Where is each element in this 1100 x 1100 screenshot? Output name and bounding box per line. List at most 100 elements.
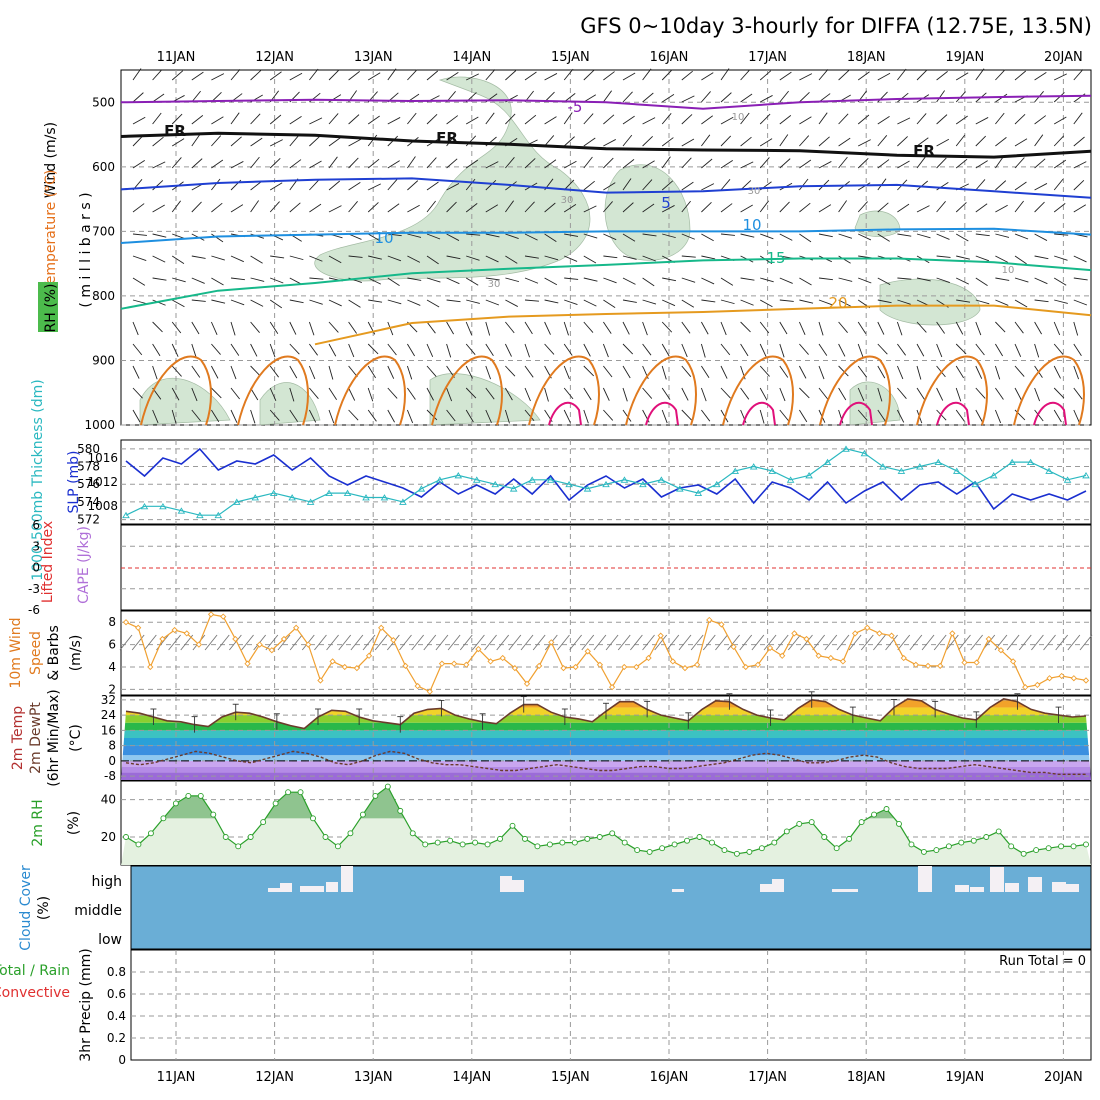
wind-barb	[622, 321, 630, 335]
wind-barb	[779, 299, 794, 302]
wind-barb	[877, 134, 888, 147]
wind10m-barb	[338, 634, 352, 651]
wind-barb	[465, 116, 479, 125]
wind10m-barb	[860, 634, 874, 651]
cloud-bar-high	[772, 879, 784, 892]
wind10m-ylabels: 10m Wind Speed & Barbs (m/s)	[8, 617, 84, 688]
wind-barb	[191, 321, 200, 335]
rh2m-point	[260, 819, 267, 826]
wind-barb	[916, 137, 929, 147]
wind-barb	[446, 299, 461, 303]
wind10m-point	[475, 645, 482, 653]
rh2m-point	[1058, 843, 1065, 850]
wind-barb	[309, 160, 322, 169]
wind-barb	[211, 116, 224, 125]
wind-barb	[309, 136, 320, 147]
wind10m-point	[791, 630, 798, 637]
wind-barb	[642, 68, 652, 81]
wind10m-point	[390, 636, 397, 644]
wind-barb	[661, 69, 673, 81]
wind10m-point	[499, 654, 506, 662]
contour-label: FR	[164, 122, 186, 140]
wind-barb	[701, 409, 711, 422]
wind10m-barb	[229, 634, 242, 651]
cloud-bar-high	[955, 885, 969, 892]
precip-ylabels: Total / Rain Convective 3hr Precip (mm)	[0, 948, 94, 1061]
wind-barb	[622, 202, 634, 213]
thickness-point	[417, 485, 426, 492]
rh2m-point	[983, 834, 990, 840]
wind-barb	[857, 71, 870, 81]
wind-barb	[504, 343, 512, 357]
wind-barb	[407, 233, 422, 238]
wind-barb	[387, 203, 400, 213]
date-label-bottom: 15JAN	[551, 1070, 590, 1085]
wind-barb	[681, 343, 688, 358]
wind-barb	[916, 69, 928, 81]
rh2m-point	[671, 841, 678, 848]
wind10m-barb	[374, 634, 388, 651]
wind-barb	[1014, 343, 1022, 357]
wind-barb	[1053, 343, 1064, 356]
wind-barb	[720, 277, 734, 286]
wind-barb	[544, 343, 555, 355]
wind10m-point	[1058, 672, 1065, 680]
wind-barb	[544, 321, 551, 335]
date-label-top: 20JAN	[1044, 50, 1083, 65]
wind-barb	[622, 134, 633, 147]
wind10m-point	[608, 684, 616, 691]
wind-barb	[289, 321, 297, 335]
wind-barb	[603, 182, 616, 191]
wind-barb	[563, 343, 573, 356]
wind-barb	[544, 255, 559, 261]
thickness-point	[786, 476, 795, 483]
wind-barb	[446, 71, 459, 81]
wind10m-point	[864, 624, 871, 631]
rh2m-point	[522, 835, 528, 842]
wind-barb	[1054, 255, 1068, 261]
wind10m-barb	[362, 634, 376, 651]
wind-barb	[740, 343, 749, 357]
wind-barb	[995, 343, 1003, 357]
wind-barb	[603, 255, 618, 259]
wind-barb	[720, 321, 727, 336]
wind-barb	[799, 202, 811, 213]
wind-barb	[916, 233, 931, 239]
rh2m-point	[634, 847, 641, 854]
wind10m-point	[718, 621, 725, 628]
wind-barb	[171, 343, 179, 357]
wind-barb	[799, 116, 812, 125]
wind10m-point	[317, 677, 324, 684]
wind-barb	[740, 387, 750, 400]
wind-barb	[779, 134, 789, 147]
wind-barb	[622, 115, 635, 125]
cloud-bars	[268, 866, 1079, 892]
wind-barb	[740, 204, 753, 213]
wind-barb	[191, 343, 197, 358]
ylabel-wind10m-barbs: & Barbs	[46, 625, 62, 681]
wind10m-speed-line	[122, 611, 1090, 695]
cloud-frame	[130, 865, 1092, 950]
wind-barb	[603, 157, 614, 169]
wind-barb	[583, 69, 595, 81]
wind-barb	[250, 255, 263, 264]
wind-barb	[328, 205, 342, 213]
wind-barb	[505, 277, 520, 283]
contour-label: FR	[436, 129, 458, 147]
rh2m-point	[596, 834, 603, 840]
wind-barb	[564, 277, 579, 280]
thickness-point	[897, 467, 906, 474]
wind-barb	[367, 233, 381, 242]
wind-barb	[583, 137, 596, 147]
contour-10	[120, 227, 1092, 244]
wind-barb	[426, 365, 437, 377]
rh2m-point	[372, 792, 379, 799]
wind-barb	[211, 365, 219, 379]
wind-barb	[191, 90, 201, 103]
thickness-point	[731, 467, 740, 474]
wind-barb	[544, 233, 557, 243]
wind-barb	[583, 180, 595, 191]
wind-barb	[936, 90, 945, 103]
y-tick-label: 40	[101, 793, 116, 807]
wind-barb	[426, 200, 436, 213]
